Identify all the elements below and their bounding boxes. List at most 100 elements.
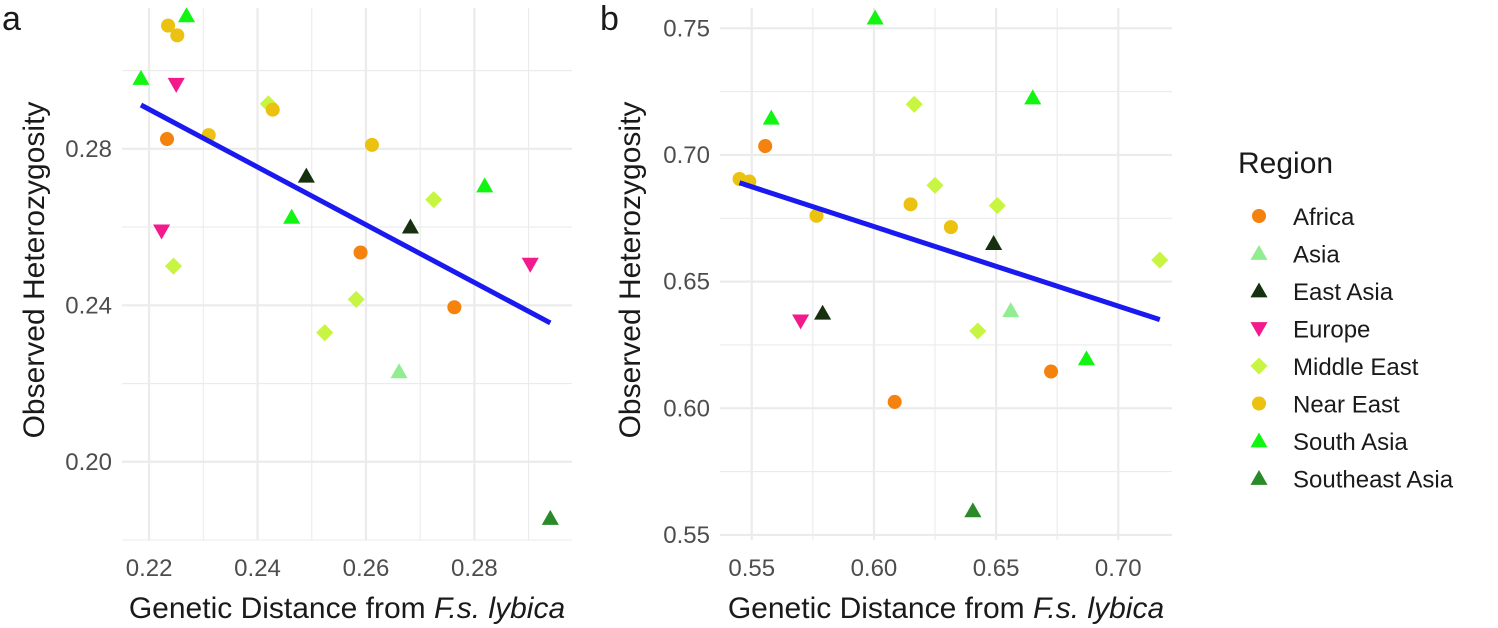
legend-marker-europe bbox=[1250, 322, 1268, 338]
data-point-asia bbox=[390, 363, 408, 379]
legend-item-east-asia: East Asia bbox=[1250, 279, 1394, 306]
data-point-europe bbox=[167, 77, 185, 93]
legend-item-south-asia: South Asia bbox=[1250, 429, 1408, 456]
legend-title: Region bbox=[1238, 147, 1333, 180]
data-point-near-east bbox=[903, 197, 918, 212]
panel-a: 0.22 0.24 0.26 0.28 0.20 0.24 0.28 Genetic Dist… bbox=[2, 0, 572, 625]
legend-marker-south-asia bbox=[1250, 432, 1268, 448]
data-point-near-east bbox=[943, 220, 958, 235]
legend-item-asia: Asia bbox=[1250, 242, 1340, 269]
x-tick-label: 0.65 bbox=[973, 555, 1020, 582]
data-point-southeast-asia bbox=[964, 502, 982, 518]
legend-marker-asia bbox=[1250, 244, 1268, 260]
data-point-africa bbox=[447, 300, 462, 315]
y-tick-label: 0.20 bbox=[65, 449, 112, 476]
legend-marker-southeast-asia bbox=[1250, 469, 1268, 485]
data-point-middle-east bbox=[164, 257, 183, 275]
y-tick-label: 0.60 bbox=[663, 395, 710, 422]
x-axis-title-text: Genetic Distance from bbox=[129, 592, 434, 625]
data-point-middle-east bbox=[905, 95, 923, 113]
legend-label: Southeast Asia bbox=[1293, 467, 1454, 494]
x-axis-title: Genetic Distance from F.s. lybica bbox=[728, 592, 1164, 625]
panel-b: 0.55 0.60 0.65 0.70 0.55 0.60 0.65 0.70 0.75 Gene… bbox=[600, 0, 1172, 625]
data-point-asia bbox=[1002, 302, 1020, 318]
data-points bbox=[732, 9, 1169, 518]
legend-marker-near-east bbox=[1251, 396, 1267, 411]
data-point-south-asia bbox=[132, 69, 150, 85]
data-point-near-east bbox=[265, 102, 280, 117]
y-tick-label: 0.70 bbox=[663, 142, 710, 169]
x-tick-label: 0.24 bbox=[234, 555, 281, 582]
data-point-middle-east bbox=[926, 176, 944, 194]
legend-marker-middle-east bbox=[1250, 357, 1268, 375]
x-tick-label: 0.22 bbox=[126, 555, 173, 582]
data-point-south-asia bbox=[762, 109, 780, 125]
data-point-middle-east bbox=[316, 324, 334, 342]
x-axis-title: Genetic Distance from F.s. lybica bbox=[129, 592, 565, 625]
data-point-africa bbox=[353, 245, 368, 260]
data-point-africa bbox=[887, 394, 902, 409]
legend-item-middle-east: Middle East bbox=[1250, 354, 1419, 381]
y-axis-title: Observed Heterozygosity bbox=[18, 102, 51, 439]
data-point-east-asia bbox=[401, 218, 419, 234]
data-point-africa bbox=[758, 139, 773, 154]
data-points bbox=[132, 7, 559, 525]
x-tick-label: 0.28 bbox=[451, 555, 498, 582]
x-tick-label: 0.26 bbox=[343, 555, 390, 582]
regression-line bbox=[139, 102, 552, 326]
data-point-middle-east bbox=[1151, 251, 1169, 269]
x-axis-title-species: F.s. lybica bbox=[1033, 592, 1164, 625]
x-tick-label: 0.70 bbox=[1095, 555, 1142, 582]
data-point-south-asia bbox=[1024, 89, 1042, 105]
regression-line bbox=[738, 180, 1161, 322]
data-point-southeast-asia bbox=[541, 509, 559, 525]
legend-item-africa: Africa bbox=[1251, 204, 1355, 231]
data-point-near-east bbox=[809, 208, 824, 223]
data-point-south-asia bbox=[866, 9, 884, 25]
y-tick-label: 0.75 bbox=[663, 15, 710, 42]
data-point-middle-east bbox=[347, 290, 365, 308]
x-axis-title-species: F.s. lybica bbox=[434, 592, 565, 625]
legend: Region Africa Asia East Asia Europe Middle E… bbox=[1238, 147, 1454, 494]
panel-label: b bbox=[600, 0, 619, 38]
grid bbox=[720, 8, 1172, 540]
y-tick-label: 0.55 bbox=[663, 522, 710, 549]
data-point-south-asia bbox=[177, 7, 196, 23]
legend-label: Middle East bbox=[1293, 354, 1419, 381]
legend-label: Europe bbox=[1293, 317, 1370, 344]
legend-label: Near East bbox=[1293, 392, 1400, 419]
y-tick-label: 0.65 bbox=[663, 269, 710, 296]
legend-item-near-east: Near East bbox=[1251, 392, 1400, 419]
legend-item-europe: Europe bbox=[1250, 317, 1370, 344]
y-axis-title: Observed Heterozygosity bbox=[614, 102, 647, 439]
data-point-africa bbox=[159, 132, 175, 147]
data-point-middle-east bbox=[969, 322, 987, 340]
x-axis-title-text: Genetic Distance from bbox=[728, 592, 1033, 625]
data-point-east-asia bbox=[297, 167, 315, 183]
legend-item-southeast-asia: Southeast Asia bbox=[1250, 467, 1454, 494]
data-point-middle-east bbox=[425, 191, 443, 209]
data-point-south-asia bbox=[1077, 350, 1096, 366]
data-point-south-asia bbox=[476, 177, 494, 193]
data-point-europe bbox=[792, 314, 810, 330]
data-point-europe bbox=[153, 224, 171, 240]
grid bbox=[122, 8, 572, 541]
legend-label: South Asia bbox=[1293, 429, 1408, 456]
data-point-europe bbox=[521, 257, 539, 273]
data-point-near-east bbox=[364, 137, 379, 152]
data-point-east-asia bbox=[814, 304, 832, 320]
panel-label: a bbox=[2, 0, 21, 38]
y-tick-label: 0.24 bbox=[65, 292, 112, 319]
data-point-middle-east bbox=[259, 95, 277, 113]
y-tick-label: 0.28 bbox=[65, 136, 112, 163]
data-point-east-asia bbox=[985, 235, 1003, 251]
legend-label: East Asia bbox=[1293, 279, 1394, 306]
x-tick-label: 0.55 bbox=[728, 555, 775, 582]
data-point-middle-east bbox=[988, 197, 1006, 215]
legend-label: Asia bbox=[1293, 242, 1340, 269]
data-point-near-east bbox=[170, 28, 185, 43]
data-point-south-asia bbox=[283, 208, 301, 224]
data-point-near-east bbox=[161, 18, 176, 33]
data-point-africa bbox=[1044, 364, 1059, 379]
